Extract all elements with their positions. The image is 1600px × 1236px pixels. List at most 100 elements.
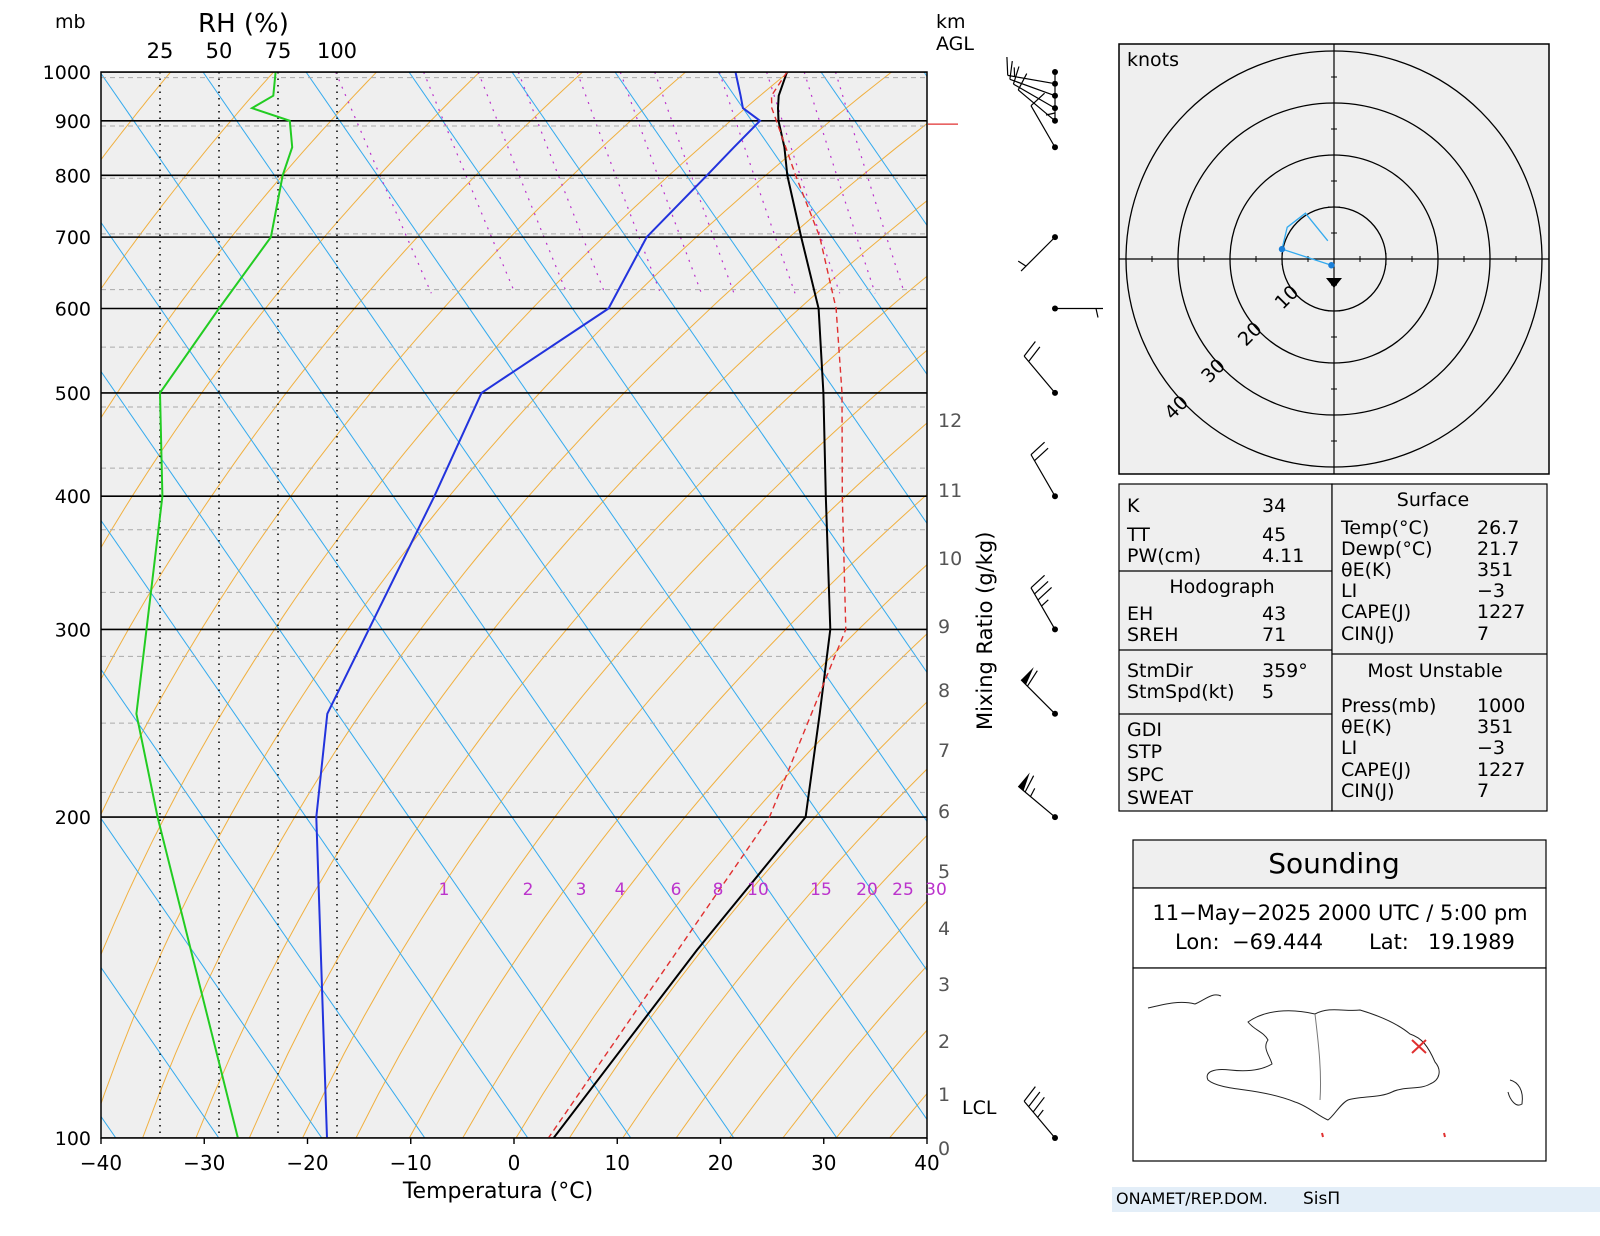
temperature-profile xyxy=(552,72,832,1138)
map-dot xyxy=(1443,1132,1446,1138)
border xyxy=(1314,1013,1322,1101)
barb-full xyxy=(1023,341,1036,357)
storm-motion-marker xyxy=(1326,278,1342,288)
index-value: 4.11 xyxy=(1262,545,1304,567)
index-value: 351 xyxy=(1477,559,1513,581)
mixing-ratio-tick: 2 xyxy=(523,880,534,900)
index-name: θE(K) xyxy=(1341,716,1392,738)
x-tick: −30 xyxy=(183,1151,225,1175)
barb-full xyxy=(1017,73,1028,91)
height-tick: 0 xyxy=(938,1138,950,1160)
index-table: K 34 TT 45 PW(cm) 4.11 Hodograph EH 43 SREH 71 StmD… xyxy=(1118,483,1548,812)
x-tick: 10 xyxy=(605,1151,630,1175)
dry-adiabat xyxy=(408,493,927,1138)
barb-half xyxy=(1029,788,1036,797)
barb-full xyxy=(1037,587,1052,601)
barb-full xyxy=(1030,574,1045,589)
index-name: STP xyxy=(1127,741,1162,763)
index-name: SWEAT xyxy=(1127,787,1193,809)
mixing-ratio-tick: 6 xyxy=(671,880,682,900)
x-tick: 20 xyxy=(708,1151,733,1175)
skewt-labels: 1 2 3 4 6 8 10 15 20 25 30100200300400500600700800… xyxy=(43,39,963,1175)
hodograph-start-dot xyxy=(1328,262,1335,269)
height-tick: 2 xyxy=(938,1031,950,1053)
height-tick: 10 xyxy=(938,548,962,570)
index-value: −3 xyxy=(1477,737,1505,759)
hodograph-trace xyxy=(1281,212,1332,266)
isotherm xyxy=(101,817,323,1138)
height-tick: 8 xyxy=(938,680,950,702)
barb-staff xyxy=(1020,679,1056,715)
height-tick: 12 xyxy=(938,410,962,432)
isotherm xyxy=(717,72,927,376)
mixing-ratio-tick: 8 xyxy=(713,880,724,900)
isotherm xyxy=(101,221,735,1138)
wind-barb xyxy=(1006,56,1056,85)
coast-cuba xyxy=(1147,994,1222,1009)
barb-full xyxy=(1028,346,1041,362)
pressure-tick: 900 xyxy=(55,111,91,133)
index-name: CIN(J) xyxy=(1341,780,1395,802)
height-tick: 1 xyxy=(938,1084,950,1106)
index-name: CIN(J) xyxy=(1341,623,1395,645)
index-value: 45 xyxy=(1262,524,1286,546)
skewt-background xyxy=(101,72,927,1138)
barb-flag xyxy=(1021,667,1034,685)
wind-barb xyxy=(1017,236,1056,272)
index-name: EH xyxy=(1127,603,1153,625)
pressure-tick: 1000 xyxy=(43,62,91,84)
index-value: 34 xyxy=(1262,495,1286,517)
datetime-box xyxy=(1132,887,1547,969)
height-tick: 11 xyxy=(938,480,962,502)
isotherm xyxy=(101,370,632,1138)
footer-org: ONAMET/REP.DOM. xyxy=(1116,1189,1268,1208)
x-tick: −20 xyxy=(286,1151,328,1175)
wind-barb xyxy=(1020,667,1056,715)
dry-adiabat xyxy=(195,200,927,1138)
mixing-ratio-tick: 3 xyxy=(576,880,587,900)
index-name: GDI xyxy=(1127,719,1162,741)
pressure-tick: 600 xyxy=(55,298,91,320)
x-tick: 40 xyxy=(914,1151,939,1175)
skewt-profiles xyxy=(135,72,847,1138)
mixing-ratio-tick: 30 xyxy=(925,880,947,900)
height-tick: 4 xyxy=(938,918,950,940)
barb-staff xyxy=(1030,105,1056,148)
dry-adiabat xyxy=(101,72,377,419)
most-unstable-section-title: Most Unstable xyxy=(1367,660,1502,682)
x-axis-label: Temperatura (°C) xyxy=(402,1179,593,1204)
dry-adiabat xyxy=(302,349,927,1138)
mixing-ratio-tick: 15 xyxy=(810,880,832,900)
height-unit-label-agl: AGL xyxy=(936,33,974,55)
footer: ONAMET/REP.DOM. SisΠ xyxy=(1112,1187,1600,1212)
dry-adiabat xyxy=(248,275,927,1138)
barb-full xyxy=(1023,1086,1036,1102)
dewpoint-profile xyxy=(315,72,762,1138)
index-name: LI xyxy=(1341,737,1357,759)
dry-adiabat xyxy=(355,422,927,1138)
hodograph-units: knots xyxy=(1127,49,1179,71)
index-name: Press(mb) xyxy=(1341,695,1436,717)
index-box-right xyxy=(1331,483,1548,812)
pressure-tick: 400 xyxy=(55,486,91,508)
barb-full xyxy=(1030,441,1045,456)
barb-staff xyxy=(1009,78,1056,97)
rh-axis-label: RH (%) xyxy=(198,9,289,39)
wind-barb xyxy=(1030,574,1056,630)
wind-barb xyxy=(1012,66,1056,109)
rh-tick: 75 xyxy=(265,39,292,63)
height-tick: 7 xyxy=(938,740,950,762)
isotherm xyxy=(101,668,426,1138)
dry-adiabat xyxy=(101,72,274,290)
wind-barb xyxy=(1030,92,1056,148)
skewt-plot: 1 2 3 4 6 8 10 15 20 25 30100200300400500600700800… xyxy=(43,9,997,1204)
index-value: 359° xyxy=(1262,660,1308,682)
dry-adiabat xyxy=(101,72,789,956)
index-name: TT xyxy=(1126,524,1150,546)
parcel-profile xyxy=(547,72,847,1138)
index-name: SREH xyxy=(1127,624,1179,646)
barb-full xyxy=(1030,92,1045,107)
mixing-ratio-tick: 10 xyxy=(747,880,769,900)
isotherm xyxy=(101,72,838,1138)
